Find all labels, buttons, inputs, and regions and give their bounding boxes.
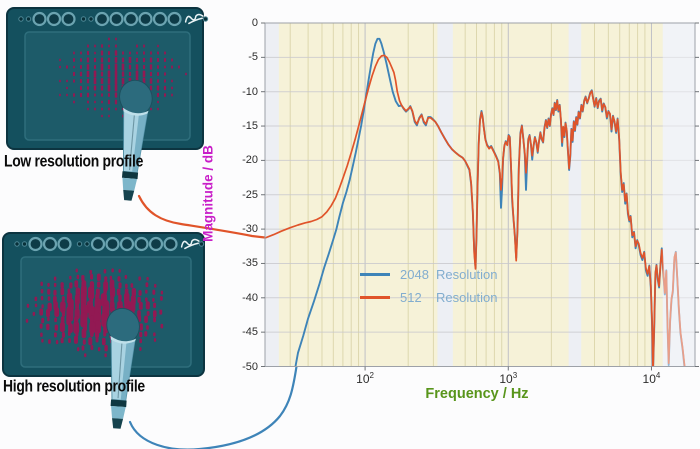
amp-illustration-high xyxy=(2,232,205,377)
amp-dot-light xyxy=(76,241,83,247)
amp-dot-light xyxy=(14,241,20,247)
amp-knob xyxy=(94,11,110,27)
amp-dot-light xyxy=(202,16,209,22)
amp-low-dot-pattern xyxy=(59,37,187,118)
amp-illustration-low xyxy=(6,7,209,150)
amp-knob xyxy=(105,236,120,252)
blue-mic-cable xyxy=(128,365,298,449)
orange-mic-cable xyxy=(137,194,268,239)
amp-dot-light xyxy=(21,241,28,247)
amp-knob xyxy=(148,236,164,252)
microphone-high-res xyxy=(106,307,140,429)
amp-knob xyxy=(138,11,153,27)
amp-dot-light xyxy=(84,241,90,247)
amp-dot-light xyxy=(18,16,24,22)
amp-knob xyxy=(28,236,43,252)
amp-knob xyxy=(119,236,135,252)
amp-dot-light xyxy=(80,16,87,22)
microphone-low-res xyxy=(119,79,153,201)
amp-logo xyxy=(180,238,200,250)
amp-knob xyxy=(123,11,139,27)
amp-knob xyxy=(152,11,168,27)
amp-dot-light xyxy=(88,16,94,22)
amp-knob xyxy=(90,236,106,252)
series-line-512-resolution xyxy=(265,54,686,367)
amp-knob xyxy=(57,236,72,252)
amp-logo xyxy=(184,13,204,25)
amp-grille xyxy=(24,31,191,141)
amp-knob xyxy=(109,11,124,27)
amp-knob xyxy=(167,11,182,27)
amp-knob xyxy=(46,11,62,27)
amp-dot-light xyxy=(25,16,32,22)
frequency-response-chart xyxy=(261,22,699,371)
amp-dot-light xyxy=(198,241,205,247)
amp-knob xyxy=(134,236,149,252)
amp-knob xyxy=(61,11,76,27)
amp-knob xyxy=(32,11,47,27)
amp-knob xyxy=(42,236,58,252)
amp-knob xyxy=(163,236,178,252)
